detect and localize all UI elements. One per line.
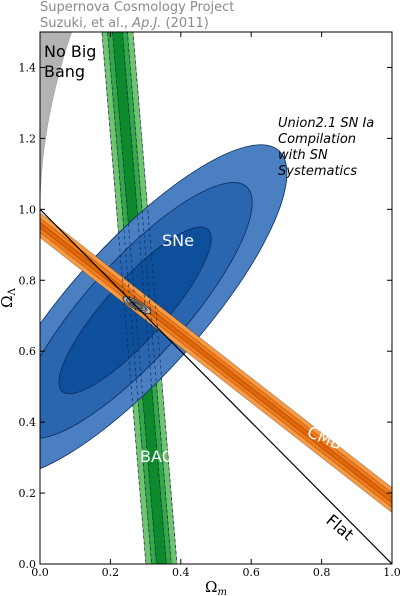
x-tick-label-0-0: 0.0: [31, 566, 49, 579]
credit-authors: Suzuki, et al.,: [40, 16, 133, 31]
bao-dashed-edge-3-b: [132, 32, 178, 563]
credit-project: Supernova Cosmology Project: [40, 0, 235, 15]
x-axis-title-subscript: m: [217, 587, 226, 596]
y-axis-title-subscript: Λ: [7, 287, 18, 296]
credit-year: (2011): [161, 16, 209, 31]
y-tick-label-0-0: 0.0: [19, 558, 37, 571]
no-big-bang-label-line-2: Bang: [44, 62, 85, 81]
credit-journal: Ap.J.: [132, 16, 162, 31]
compilation-label-line-2: Compilation: [278, 132, 356, 147]
y-tick-label-1-4: 1.4: [19, 61, 37, 74]
x-tick-label-0-2: 0.2: [102, 566, 120, 579]
sne-label: SNe: [162, 231, 194, 250]
x-tick-label-1-0: 1.0: [383, 566, 401, 579]
compilation-label-line-1: Union2.1 SN Ia: [278, 116, 374, 131]
bao-dashed-edge-3-a: [101, 33, 147, 564]
flat-label: Flat: [322, 511, 357, 545]
y-tick-label-1-2: 1.2: [19, 132, 37, 145]
bao-dashed-edge-1-a: [112, 32, 157, 564]
axes: 0.0 0.2 0.4 0.6 0.8 1.0 0.0 0.2 0.4 0.6 0.8 1.0 1.2 1…: [0, 32, 401, 596]
x-tick-label-0-4: 0.4: [172, 566, 190, 579]
x-tick-label-0-8: 0.8: [313, 566, 331, 579]
credit-block: Supernova Cosmology Project Suzuki, et a…: [40, 0, 234, 32]
cmb-band-level-1: [40, 222, 392, 504]
no-big-bang-label-line-1: No Big: [44, 42, 96, 61]
y-axis-title: ΩΛ: [0, 287, 18, 307]
y-axis-title-main: Ω: [0, 295, 16, 307]
bao-label: BAO: [140, 447, 174, 466]
x-axis-title: Ωm: [205, 578, 227, 596]
x-tick-label-0-6: 0.6: [242, 566, 260, 579]
y-tick-label-0-8: 0.8: [19, 274, 37, 287]
flat-universe-line: [40, 208, 392, 564]
compilation-label-line-4: Systematics: [278, 164, 357, 179]
y-tick-label-0-6: 0.6: [19, 345, 37, 358]
compilation-label-line-3: with SN: [278, 148, 328, 163]
credit-citation: Suzuki, et al., Ap.J. (2011): [40, 16, 234, 32]
y-tick-label-0-2: 0.2: [19, 487, 37, 500]
x-axis-title-main: Ω: [205, 578, 217, 596]
no-big-bang-region: [40, 32, 72, 210]
plot-frame: [39, 31, 393, 565]
y-tick-label-0-4: 0.4: [19, 416, 37, 429]
y-tick-label-1-0: 1.0: [19, 203, 37, 216]
bao-dashed-edge-2-b: [126, 32, 172, 564]
bao-dashed-edge-1-b: [122, 32, 167, 564]
